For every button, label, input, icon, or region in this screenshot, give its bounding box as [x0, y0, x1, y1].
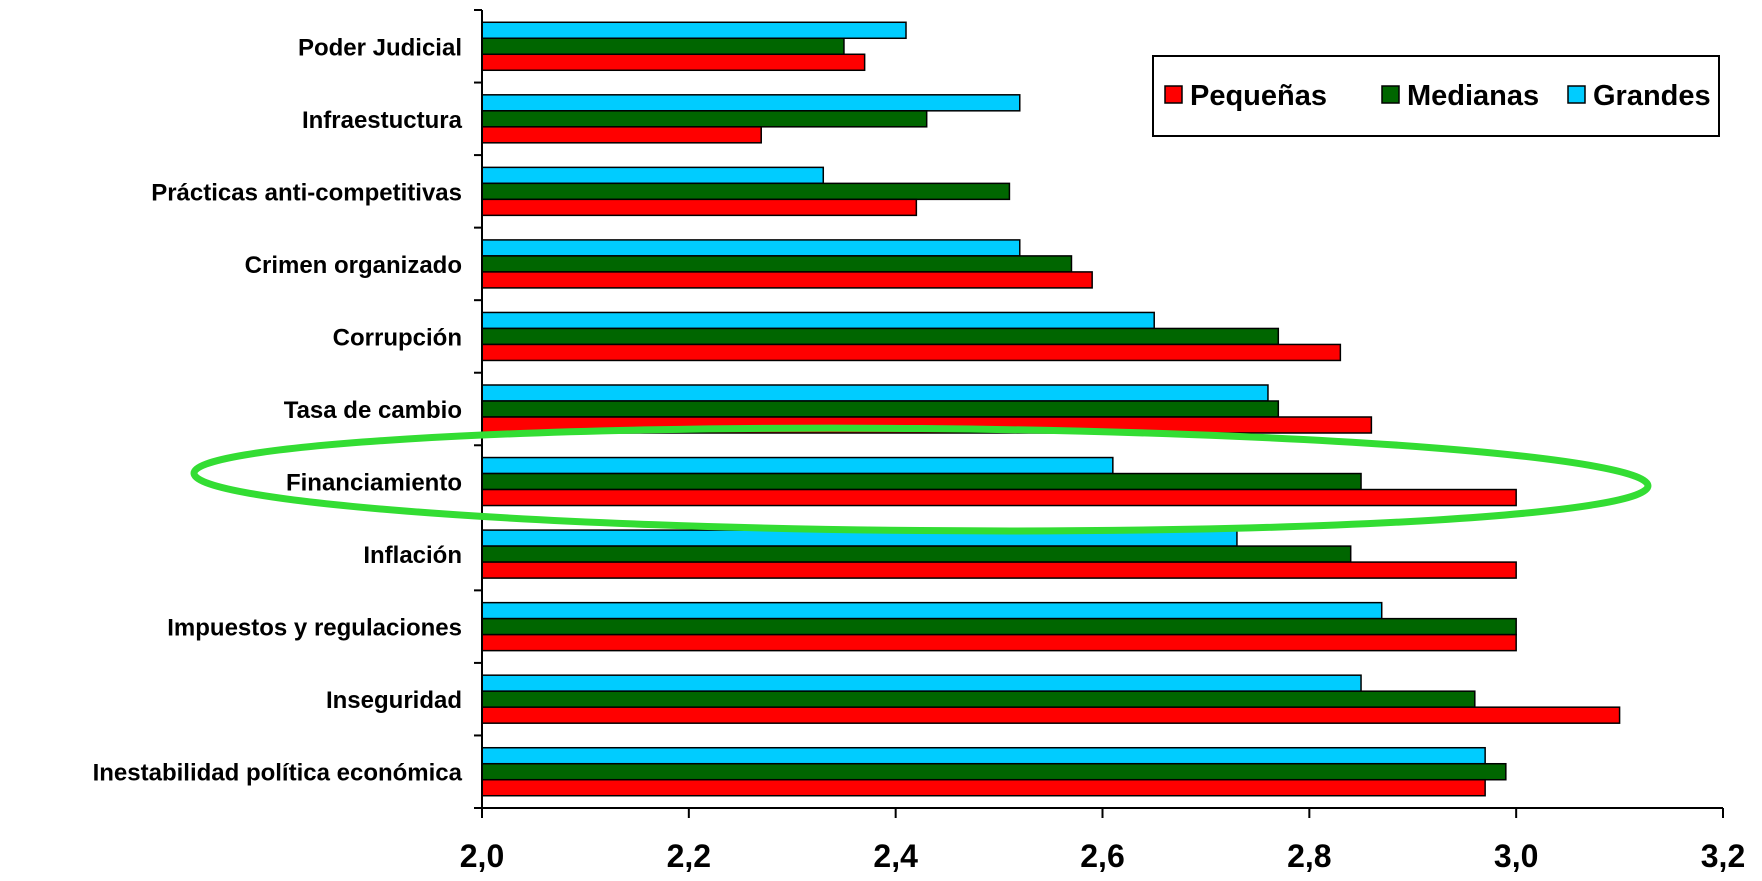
- x-tick-label: 2,4: [873, 838, 918, 874]
- legend: Pequeñas Medianas Grandes: [1152, 55, 1720, 137]
- bar-pequeñas-6: [481, 488, 1517, 507]
- highlight-ellipse: [190, 424, 1652, 535]
- category-label: Poder Judicial: [298, 34, 462, 61]
- bar-medianas-5: [481, 400, 1280, 418]
- x-tick-label: 2,2: [667, 838, 711, 874]
- bar-medianas-9: [481, 690, 1476, 708]
- x-tick-label: 2,0: [460, 838, 504, 874]
- bar-grandes-1: [481, 94, 1021, 112]
- bar-pequeñas-8: [481, 633, 1517, 652]
- tick-labels: 2,0 2,2 2,4 2,6 2,8 3,0 3,2: [460, 838, 1745, 874]
- bar-pequeñas-2: [481, 198, 918, 217]
- bar-pequeñas-9: [481, 706, 1621, 724]
- legend-label-grandes: Grandes: [1593, 80, 1711, 112]
- category-labels: Poder Judicial Infraestuctura Prácticas an…: [93, 34, 463, 786]
- x-tick-label: 3,2: [1701, 838, 1745, 874]
- bar-grandes-6: [481, 456, 1114, 475]
- bar-medianas-1: [481, 110, 928, 128]
- legend-swatch-grandes: [1567, 85, 1586, 104]
- bar-medianas-0: [481, 37, 845, 56]
- category-label: Inflación: [363, 542, 462, 569]
- highlight-group: [190, 424, 1652, 535]
- legend-swatch-medianas: [1381, 85, 1400, 104]
- bar-pequeñas-0: [481, 53, 866, 72]
- bar-medianas-7: [481, 545, 1352, 563]
- bar-grandes-0: [481, 21, 907, 40]
- bar-grandes-2: [481, 166, 825, 185]
- legend-label-medianas: Medianas: [1407, 80, 1539, 112]
- bar-grandes-4: [481, 311, 1155, 330]
- bar-grandes-10: [481, 746, 1486, 765]
- category-label: Infraestuctura: [302, 107, 463, 134]
- legend-swatch-pequeñas: [1164, 85, 1183, 104]
- bar-pequeñas-3: [481, 271, 1093, 289]
- bar-medianas-2: [481, 182, 1011, 201]
- category-label: Impuestos y regulaciones: [167, 615, 462, 642]
- bar-pequeñas-7: [481, 561, 1517, 579]
- bar-medianas-3: [481, 255, 1073, 273]
- bar-pequeñas-4: [481, 343, 1342, 362]
- bar-medianas-6: [481, 472, 1362, 491]
- category-label: Financiamiento: [286, 470, 462, 497]
- bar-pequeñas-1: [481, 126, 762, 144]
- bar-medianas-8: [481, 617, 1517, 636]
- category-label: Inestabilidad política económica: [93, 760, 463, 787]
- x-tick-label: 3,0: [1494, 838, 1538, 874]
- bar-medianas-4: [481, 327, 1280, 346]
- bar-grandes-5: [481, 384, 1269, 402]
- legend-label-pequeñas: Pequeñas: [1190, 80, 1327, 112]
- bar-grandes-9: [481, 674, 1362, 692]
- bar-medianas-10: [481, 762, 1507, 781]
- category-label: Crimen organizado: [245, 252, 462, 279]
- bar-grandes-8: [481, 601, 1383, 620]
- x-tick-label: 2,8: [1287, 838, 1331, 874]
- category-label: Prácticas anti-competitivas: [151, 179, 462, 206]
- x-tick-label: 2,6: [1080, 838, 1124, 874]
- bars-group: [481, 21, 1621, 797]
- category-label: Corrupción: [333, 324, 462, 351]
- category-label: Tasa de cambio: [284, 397, 462, 424]
- legend-box: [1152, 55, 1720, 137]
- bar-pequeñas-10: [481, 778, 1486, 797]
- bar-grandes-3: [481, 239, 1021, 257]
- category-label: Inseguridad: [326, 687, 462, 714]
